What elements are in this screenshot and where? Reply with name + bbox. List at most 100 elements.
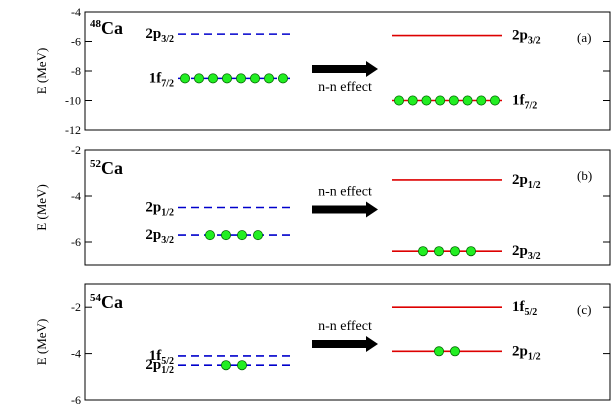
orbital-name: 2p [145, 200, 161, 216]
nn-effect-label: n-n effect [318, 319, 372, 334]
panel-a: -12-10-8-6-4E (MeV)48Ca (a)2p3/21f7/22p3/… [34, 5, 611, 137]
orbital-name: 2p [512, 172, 528, 188]
y-axis-label: E (MeV) [34, 319, 49, 366]
orbital-name: 1f [149, 348, 163, 364]
orbital-name: 2p [512, 28, 528, 44]
nn-effect-arrow [312, 61, 378, 77]
level-label: 2p3/2 [512, 243, 541, 262]
panel-tag: (b) [577, 168, 592, 183]
level-label: 2p3/2 [512, 28, 541, 47]
nucleon-marker [421, 95, 432, 106]
y-tick-label: -10 [65, 94, 81, 108]
nucleus-label: 52Ca [90, 158, 123, 178]
level-label: 2p3/2 [145, 26, 174, 45]
level-label: 2p1/2 [145, 200, 174, 219]
element-symbol: Ca [101, 292, 123, 312]
orbital-name: 2p [145, 227, 161, 243]
level-label: 1f7/2 [512, 93, 537, 112]
orbital-name: 2p [145, 26, 161, 42]
panel-tag: (c) [577, 302, 591, 317]
nucleon-marker [465, 246, 476, 257]
nucleus-label: 54Ca [90, 292, 123, 312]
panel-frame [84, 149, 611, 266]
orbital-j: 7/2 [161, 78, 174, 89]
nn-effect-label: n-n effect [318, 80, 372, 95]
y-tick-label: -4 [71, 5, 81, 19]
orbital-j: 5/2 [525, 307, 538, 318]
nucleon-marker [252, 230, 263, 241]
nn-effect-arrow [312, 336, 378, 352]
nucleon-marker [204, 230, 215, 241]
orbital-name: 2p [512, 243, 528, 259]
y-tick-label: -4 [71, 189, 81, 203]
y-tick-label: -8 [71, 64, 81, 78]
nucleon-marker [407, 95, 418, 106]
y-tick-label: -2 [71, 143, 81, 157]
nucleon-marker [220, 230, 231, 241]
y-tick-label: -6 [71, 235, 81, 249]
orbital-j: 3/2 [528, 251, 541, 262]
mass-number: 48 [90, 18, 102, 30]
level-label: 2p1/2 [145, 357, 174, 376]
nucleon-marker [235, 73, 246, 84]
panel-frame [84, 283, 611, 401]
orbital-j: 3/2 [161, 235, 174, 246]
nn-effect-label: n-n effect [318, 185, 372, 200]
level-label: 1f7/2 [149, 70, 174, 89]
nucleon-marker [179, 73, 190, 84]
orbital-name: 1f [512, 93, 526, 109]
panel-tag: (a) [577, 30, 591, 45]
y-axis-label: E (MeV) [34, 184, 49, 231]
nucleus-label: 48Ca [90, 18, 123, 38]
nucleon-marker [221, 73, 232, 84]
nucleon-marker [393, 95, 404, 106]
mass-number: 52 [90, 158, 102, 170]
y-tick-label: -4 [71, 347, 81, 361]
orbital-j: 3/2 [161, 34, 174, 45]
nucleon-marker [449, 346, 460, 357]
orbital-name: 2p [145, 357, 161, 373]
nucleon-marker [435, 95, 446, 106]
nucleon-marker [476, 95, 487, 106]
orbital-name: 1f [149, 70, 163, 86]
orbital-name: 2p [512, 343, 528, 359]
orbital-j: 5/2 [161, 356, 174, 367]
element-symbol: Ca [101, 18, 123, 38]
y-axis-label: E (MeV) [34, 48, 49, 95]
nucleon-marker [249, 73, 260, 84]
nucleon-marker [193, 73, 204, 84]
y-tick-label: -6 [71, 35, 81, 49]
nucleon-marker [263, 73, 274, 84]
orbital-name: 1f [512, 299, 526, 315]
nucleon-marker [236, 360, 247, 371]
level-label: 1f5/2 [149, 348, 174, 367]
y-tick-label: -6 [71, 393, 81, 407]
nucleon-marker [433, 246, 444, 257]
orbital-j: 1/2 [528, 180, 541, 191]
nucleon-marker [462, 95, 473, 106]
nucleon-marker [449, 246, 460, 257]
nn-effect-arrow [312, 201, 378, 218]
nucleon-marker [207, 73, 218, 84]
orbital-j: 1/2 [528, 351, 541, 362]
level-label: 2p3/2 [145, 227, 174, 246]
nucleon-marker [220, 360, 231, 371]
y-tick-label: -2 [71, 300, 81, 314]
nucleon-marker [236, 230, 247, 241]
nucleon-marker [433, 346, 444, 357]
y-tick-label: -12 [65, 123, 81, 137]
level-label: 2p1/2 [512, 343, 541, 362]
panel-b: -6-4-2E (MeV)52Ca (b)2p1/22p3/22p1/22p3/2… [34, 143, 611, 266]
orbital-j: 7/2 [525, 101, 538, 112]
nucleon-marker [448, 95, 459, 106]
orbital-j: 1/2 [161, 365, 174, 376]
nucleon-marker [417, 246, 428, 257]
level-label: 2p1/2 [512, 172, 541, 191]
nucleon-marker [277, 73, 288, 84]
mass-number: 54 [90, 292, 102, 304]
element-symbol: Ca [101, 158, 123, 178]
orbital-j: 1/2 [161, 208, 174, 219]
nucleon-marker [489, 95, 500, 106]
orbital-j: 3/2 [528, 36, 541, 47]
